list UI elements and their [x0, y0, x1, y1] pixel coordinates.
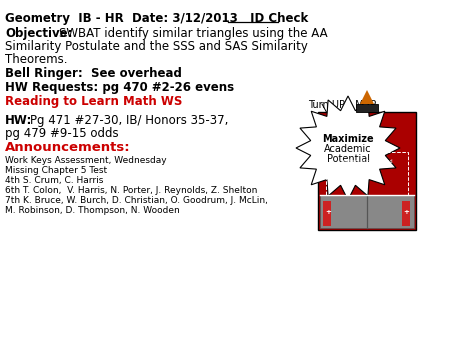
Text: Bell Ringer:  See overhead: Bell Ringer: See overhead [5, 67, 182, 80]
Text: 4th S. Crum, C. Harris: 4th S. Crum, C. Harris [5, 176, 104, 185]
Text: 6th T. Colon,  V. Harris, N. Porter, J. Reynolds, Z. Shelton: 6th T. Colon, V. Harris, N. Porter, J. R… [5, 186, 257, 195]
Text: Turn UP!  MAP: Turn UP! MAP [308, 100, 376, 110]
Bar [326, 152, 408, 222]
Polygon shape [296, 96, 400, 200]
Bar [356, 104, 378, 112]
Bar [320, 195, 414, 228]
Text: Objective:: Objective: [5, 27, 72, 40]
Text: Potential: Potential [327, 154, 369, 164]
Text: Reading to Learn Math WS: Reading to Learn Math WS [5, 95, 182, 108]
Text: Pg 471 #27-30, IB/ Honors 35-37,: Pg 471 #27-30, IB/ Honors 35-37, [30, 114, 228, 127]
Text: Maximize: Maximize [322, 134, 374, 144]
Bar [323, 201, 331, 226]
Text: Theorems.: Theorems. [5, 53, 67, 66]
Text: Missing Chapter 5 Test: Missing Chapter 5 Test [5, 166, 107, 175]
Text: 7th K. Bruce, W. Burch, D. Christian, O. Goodrum, J. McLin,: 7th K. Bruce, W. Burch, D. Christian, O.… [5, 196, 268, 205]
Text: +: + [325, 209, 331, 215]
Text: Similarity Postulate and the SSS and SAS Similarity: Similarity Postulate and the SSS and SAS… [5, 40, 308, 53]
Text: Work Keys Assessment, Wednesday: Work Keys Assessment, Wednesday [5, 156, 166, 165]
Text: HW:: HW: [5, 114, 32, 127]
Text: battery fully charged: battery fully charged [341, 159, 393, 164]
Text: M. Robinson, D. Thompson, N. Wooden: M. Robinson, D. Thompson, N. Wooden [5, 206, 180, 215]
Text: pg 479 #9-15 odds: pg 479 #9-15 odds [5, 127, 119, 140]
Text: Academic: Academic [324, 144, 372, 154]
Text: +: + [403, 209, 409, 215]
Text: Announcements:: Announcements: [5, 141, 130, 154]
Bar [402, 201, 410, 226]
Text: HW Requests: pg 470 #2-26 evens: HW Requests: pg 470 #2-26 evens [5, 81, 234, 94]
Text: Geometry  IB - HR  Date: 3/12/2013   ID Check: Geometry IB - HR Date: 3/12/2013 ID Chec… [5, 12, 308, 25]
Polygon shape [360, 90, 374, 104]
Bar [318, 112, 416, 230]
Text: SWBAT identify similar triangles using the AA: SWBAT identify similar triangles using t… [59, 27, 328, 40]
